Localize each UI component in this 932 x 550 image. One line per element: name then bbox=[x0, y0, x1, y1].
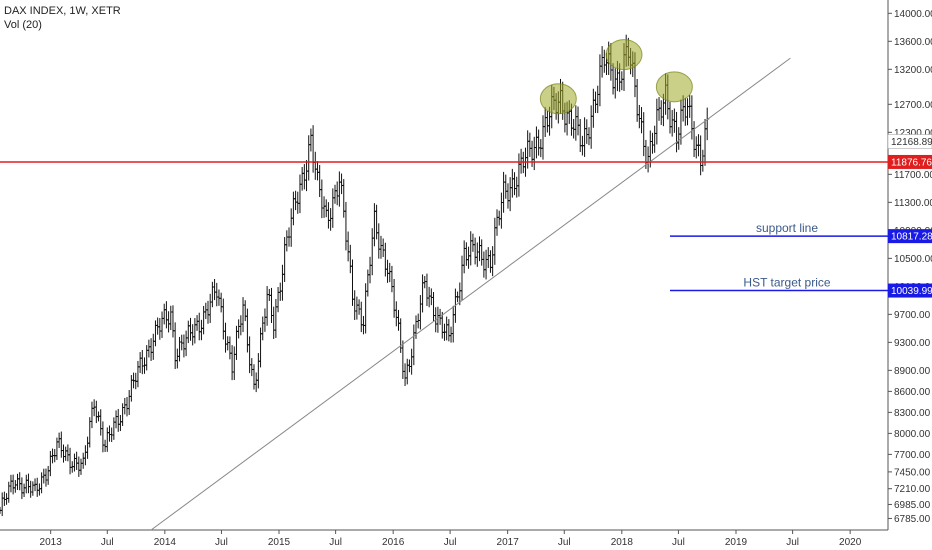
last-price-label: 12168.89 bbox=[891, 137, 932, 148]
x-tick-label: Jul bbox=[444, 537, 457, 548]
x-tick-label: Jul bbox=[786, 537, 799, 548]
price-badge bbox=[888, 229, 932, 244]
y-tick-label: 8300.00 bbox=[894, 408, 931, 419]
x-tick-label: 2014 bbox=[154, 537, 177, 548]
y-tick-label: 13600.00 bbox=[894, 37, 932, 48]
y-tick-label: 7210.00 bbox=[894, 484, 931, 495]
y-tick-label: 14000.00 bbox=[894, 9, 932, 20]
y-tick-label: 7700.00 bbox=[894, 450, 931, 461]
last-price-badge bbox=[887, 134, 932, 149]
price-badge-label: 11876.76 bbox=[891, 157, 932, 168]
x-tick-label: 2015 bbox=[268, 537, 291, 548]
y-tick-label: 11700.00 bbox=[894, 170, 932, 181]
pattern-highlight[interactable] bbox=[539, 83, 577, 115]
level-annotation: HST target price bbox=[743, 276, 830, 290]
y-tick-label: 12700.00 bbox=[894, 100, 932, 111]
y-tick-label: 8600.00 bbox=[894, 387, 931, 398]
price-badge bbox=[888, 154, 932, 169]
y-tick-label: 13200.00 bbox=[894, 65, 932, 76]
x-tick-label: 2018 bbox=[611, 537, 634, 548]
symbol-title[interactable]: DAX INDEX, 1W, XETR bbox=[4, 5, 121, 17]
y-tick-label: 9300.00 bbox=[894, 338, 931, 349]
price-badge-label: 10817.28 bbox=[891, 232, 932, 243]
price-badge bbox=[888, 283, 932, 298]
y-tick-label: 11300.00 bbox=[894, 198, 932, 209]
volume-indicator-label[interactable]: Vol (20) bbox=[4, 19, 42, 31]
level-annotation: support line bbox=[756, 221, 818, 235]
trendline[interactable] bbox=[150, 57, 791, 531]
price-bars bbox=[0, 34, 710, 517]
x-tick-label: 2013 bbox=[40, 537, 63, 548]
y-tick-label: 6985.00 bbox=[894, 500, 931, 511]
x-tick-label: Jul bbox=[215, 537, 228, 548]
chart-header: DAX INDEX, 1W, XETR Vol (20) bbox=[4, 4, 121, 32]
y-tick-label: 12300.00 bbox=[894, 128, 932, 139]
y-tick-label: 6785.00 bbox=[894, 514, 931, 525]
x-tick-label: Jul bbox=[558, 537, 571, 548]
pattern-highlight[interactable] bbox=[605, 39, 643, 71]
x-tick-label: Jul bbox=[672, 537, 685, 548]
price-badge-label: 10039.99 bbox=[891, 286, 932, 297]
x-tick-label: Jul bbox=[101, 537, 114, 548]
y-tick-label: 9700.00 bbox=[894, 310, 931, 321]
y-tick-label: 8000.00 bbox=[894, 429, 931, 440]
y-tick-label: 8900.00 bbox=[894, 366, 931, 377]
x-tick-label: 2016 bbox=[382, 537, 405, 548]
x-tick-label: Jul bbox=[329, 537, 342, 548]
x-tick-label: 2017 bbox=[497, 537, 520, 548]
chart-overlays: 11876.76 10817.28 support line 10039.99 HST … bbox=[0, 39, 932, 531]
y-tick-label: 10500.00 bbox=[894, 254, 932, 265]
y-tick-label: 7450.00 bbox=[894, 467, 931, 478]
x-tick-label: 2019 bbox=[725, 537, 748, 548]
pattern-highlight[interactable] bbox=[655, 71, 693, 103]
x-tick-label: 2020 bbox=[839, 537, 862, 548]
